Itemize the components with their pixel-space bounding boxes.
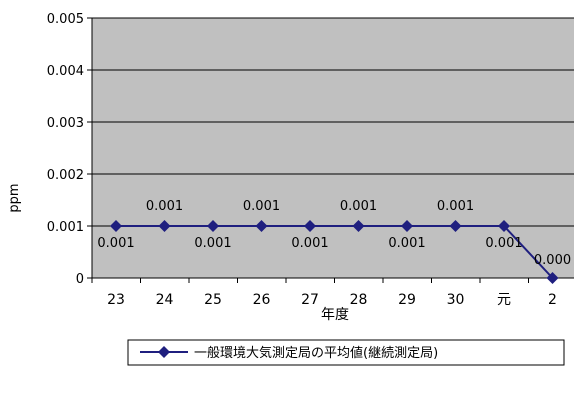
data-label: 0.000 [534,253,571,268]
x-tick-label: 27 [301,292,319,308]
y-tick-label: 0.001 [47,220,84,235]
x-tick-label: 25 [204,292,222,308]
x-tick-label: 23 [107,292,125,308]
legend-series-marker [158,346,170,358]
data-label: 0.001 [291,236,328,251]
data-point-marker [110,220,122,232]
y-tick-label: 0.004 [47,64,84,79]
data-point-marker [401,220,413,232]
plot-area [92,17,574,278]
x-tick-label: 24 [156,292,174,308]
data-point-marker [352,220,365,232]
data-label: 0.001 [194,236,231,251]
data-point-marker [546,272,559,284]
x-tick-label: 元 [497,292,511,308]
legend: 一般環境大気測定局の平均値(継続測定局) [127,339,565,366]
series-layer [110,220,559,284]
legend-box [127,339,565,366]
x-tick-label: 30 [447,292,465,308]
data-label: 0.001 [97,236,134,251]
legend-series-label: 一般環境大気測定局の平均値(継続測定局) [194,345,438,361]
axes: 0 0.001 0.002 0.003 0.004 0.005 23 24 25 26 27 28 29… [47,12,574,308]
y-tick-label: 0 [76,272,84,287]
data-point-marker [207,220,219,232]
y-axis-title: ppm [7,183,22,212]
data-label: 0.001 [485,236,522,251]
y-tick-label: 0.005 [47,12,84,27]
y-tick-label: 0.002 [47,168,84,183]
series-line [116,225,554,279]
data-point-marker [304,220,316,232]
data-labels: 0.001 0.001 0.001 0.001 0.001 0.001 0.001 0.001… [97,199,571,268]
plot-background [92,18,574,278]
x-tick-label: 28 [350,292,368,308]
data-label: 0.001 [243,199,280,214]
data-label: 0.001 [437,199,474,214]
data-point-marker [158,220,171,232]
data-point-marker [449,220,462,232]
y-tick-label: 0.003 [47,116,84,131]
data-point-marker [498,220,510,232]
data-point-marker [255,220,268,232]
data-label: 0.001 [340,199,377,214]
x-axis-title: 年度 [321,307,349,323]
x-tick-label: 2 [548,292,557,308]
data-label: 0.001 [146,199,183,214]
x-tick-label: 29 [398,292,416,308]
x-tick-label: 26 [253,292,271,308]
data-label: 0.001 [388,236,425,251]
